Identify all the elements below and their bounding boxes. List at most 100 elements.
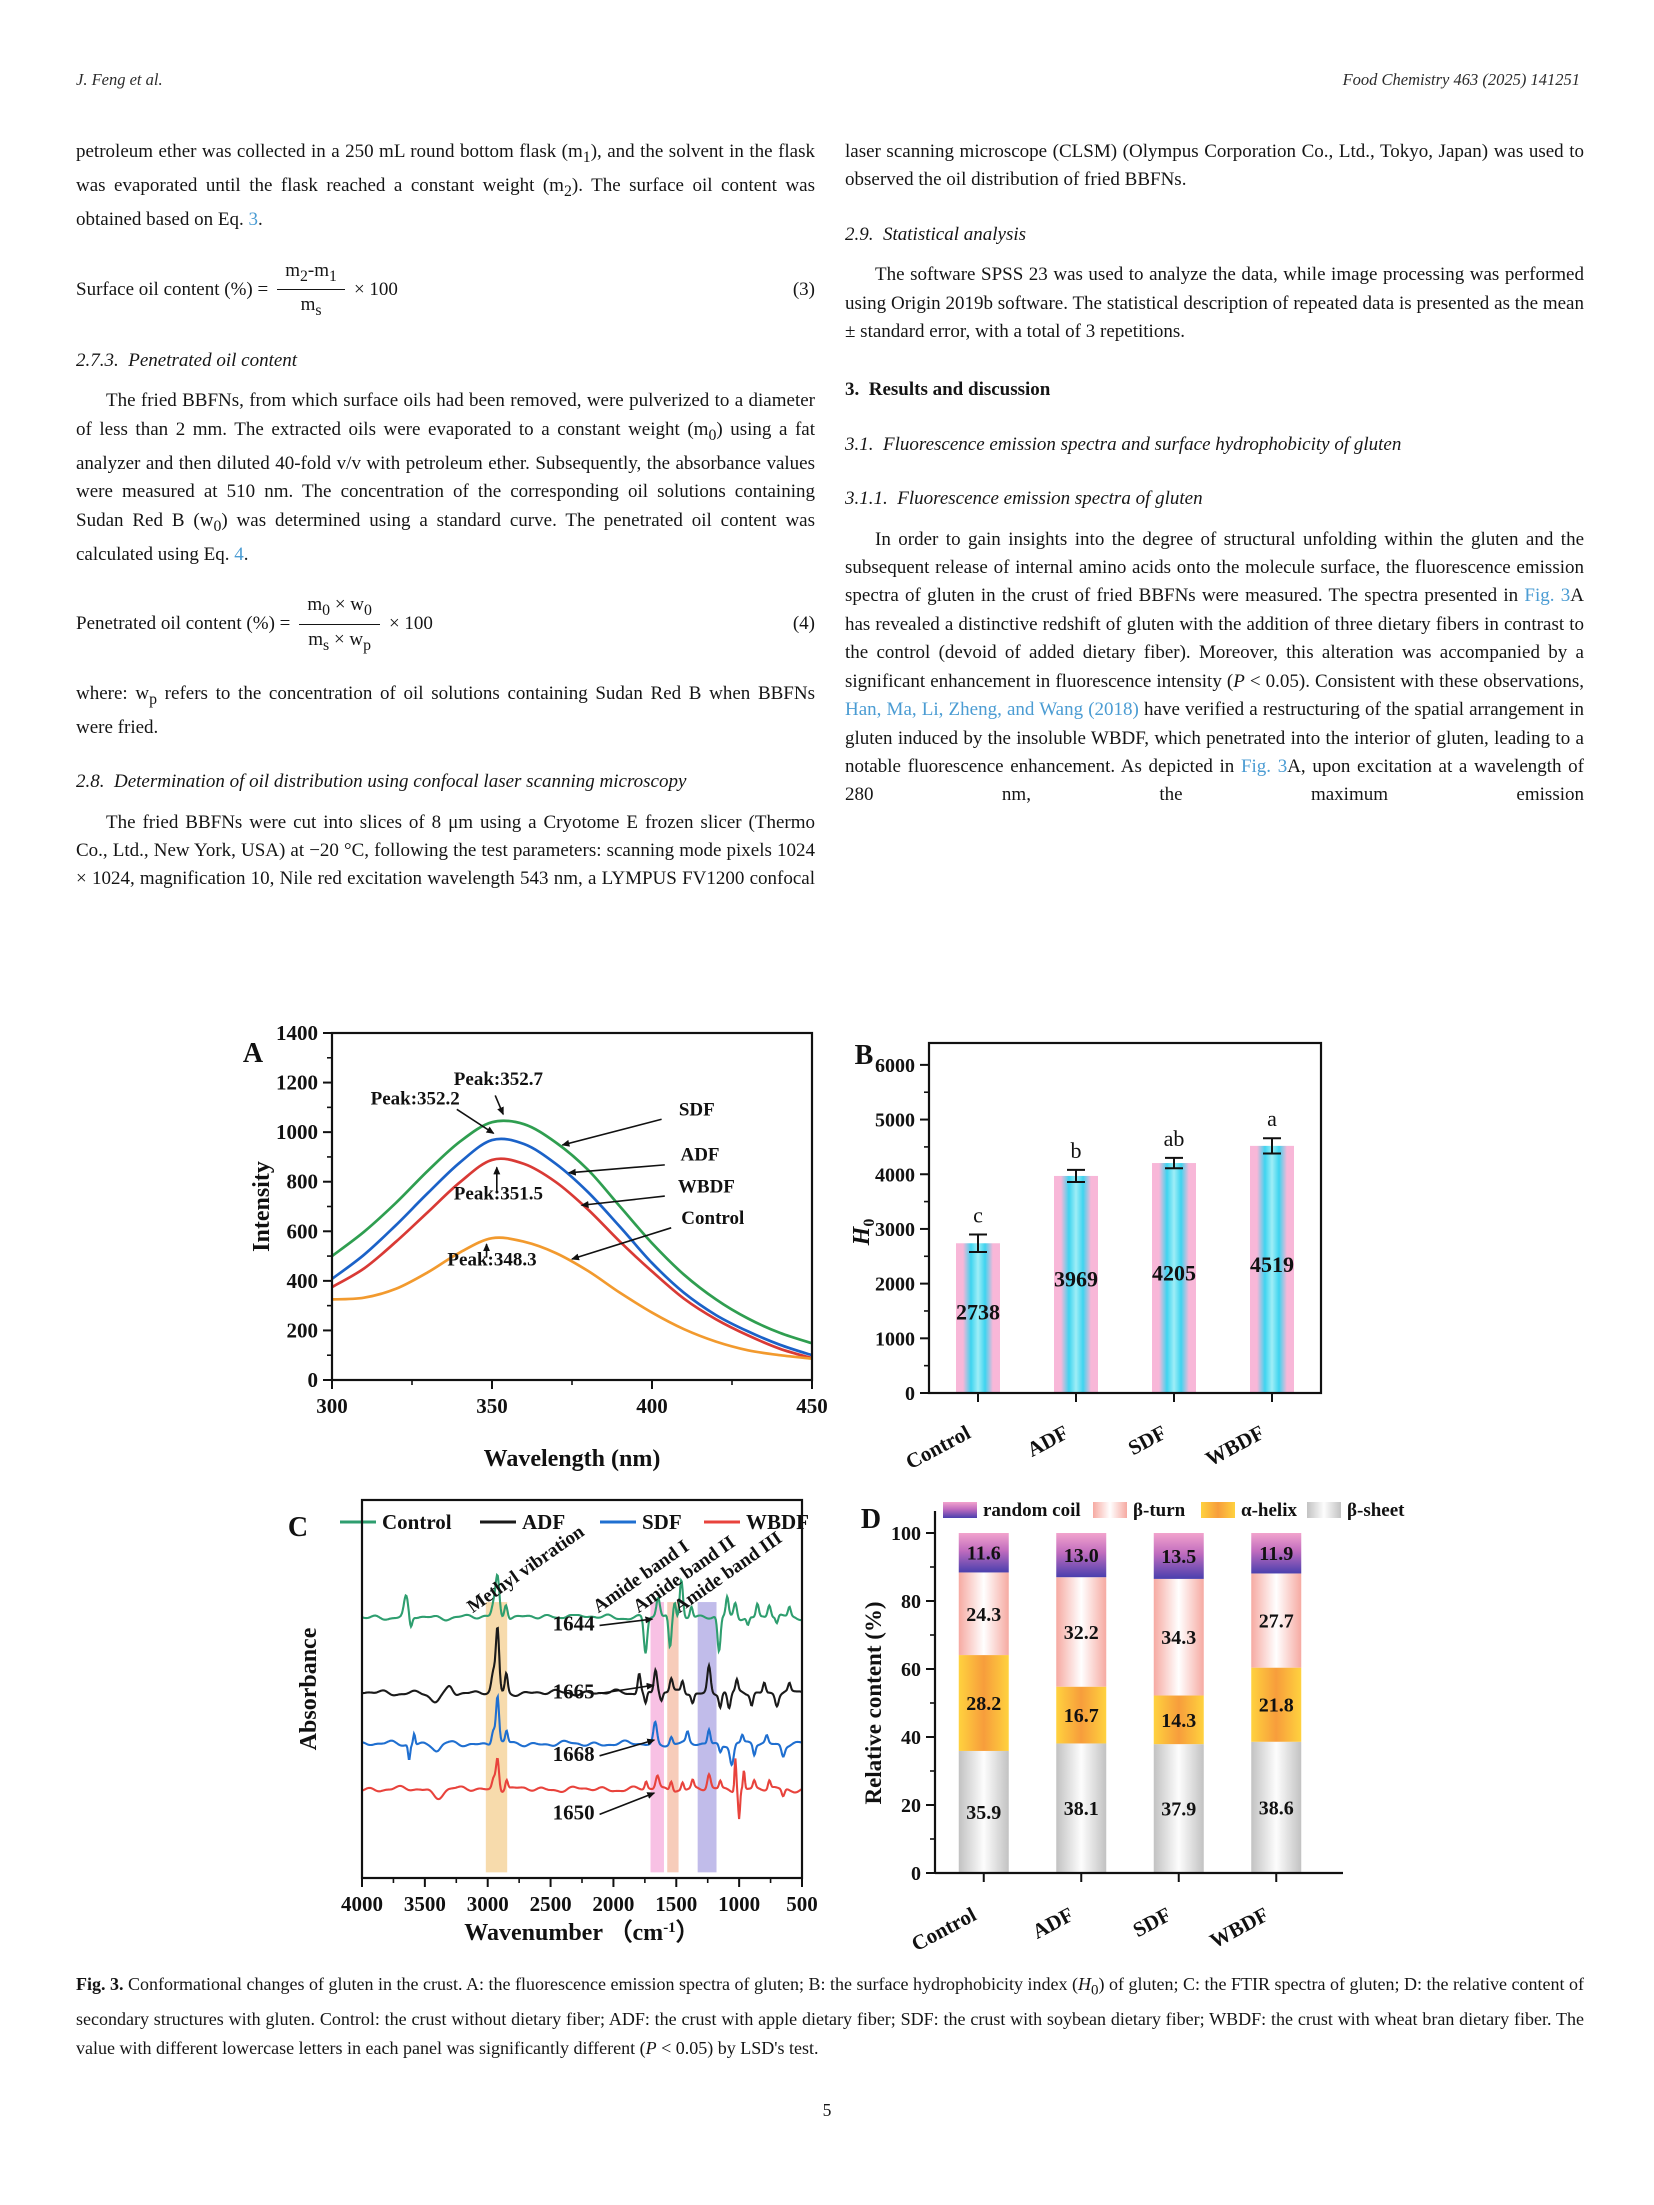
eq4-denominator: ms × wp <box>308 628 372 654</box>
svg-text:1665: 1665 <box>553 1679 595 1703</box>
svg-text:B: B <box>855 1040 874 1071</box>
svg-text:WBDF: WBDF <box>1201 1420 1268 1471</box>
eq4-number: (4) <box>792 613 815 635</box>
svg-text:13.0: 13.0 <box>1064 1545 1099 1567</box>
svg-text:100: 100 <box>891 1523 921 1545</box>
paragraph: The software SPSS 23 was used to analyze… <box>845 264 1584 343</box>
svg-text:0: 0 <box>905 1383 915 1405</box>
svg-text:Peak:352.2: Peak:352.2 <box>371 1088 460 1109</box>
svg-text:A: A <box>243 1038 264 1069</box>
svg-text:ADF: ADF <box>680 1145 719 1166</box>
svg-text:1000: 1000 <box>276 1120 318 1144</box>
equation-4: Penetrated oil content (%) = m0 × w0 ms … <box>76 593 815 655</box>
section-heading-3: 3. Results and discussion <box>845 379 1051 401</box>
svg-text:WBDF: WBDF <box>678 1176 735 1197</box>
svg-text:13.5: 13.5 <box>1161 1546 1196 1568</box>
svg-text:500: 500 <box>786 1892 818 1916</box>
fig3-link[interactable]: Fig. 3 <box>1524 585 1571 607</box>
svg-text:400: 400 <box>287 1269 319 1293</box>
svg-text:32.2: 32.2 <box>1064 1622 1099 1644</box>
svg-text:3000: 3000 <box>875 1219 915 1241</box>
svg-text:ADF: ADF <box>1023 1420 1072 1461</box>
svg-text:Relative content (%): Relative content (%) <box>861 1601 886 1804</box>
svg-text:6000: 6000 <box>875 1055 915 1077</box>
svg-text:21.8: 21.8 <box>1259 1695 1294 1717</box>
svg-text:Control: Control <box>902 1420 975 1474</box>
svg-text:Peak:348.3: Peak:348.3 <box>447 1249 536 1270</box>
svg-text:Peak:351.5: Peak:351.5 <box>454 1184 543 1205</box>
section-heading-3-1: 3.1. Fluorescence emission spectra and s… <box>845 433 1402 455</box>
page-number: 5 <box>822 2100 832 2120</box>
eq3-tail: × 100 <box>353 278 398 300</box>
svg-text:28.2: 28.2 <box>966 1693 1001 1715</box>
svg-text:Intensity: Intensity <box>249 1161 275 1252</box>
svg-text:200: 200 <box>287 1318 319 1342</box>
svg-text:24.3: 24.3 <box>966 1604 1001 1626</box>
running-header: J. Feng et al. Food Chemistry 463 (2025)… <box>76 70 1580 90</box>
svg-text:1000: 1000 <box>875 1328 915 1350</box>
section-heading-2-8: 2.8. Determination of oil distribution u… <box>76 771 687 793</box>
svg-text:38.1: 38.1 <box>1064 1798 1099 1820</box>
figure-caption: Fig. 3. Conformational changes of gluten… <box>76 1974 1584 2058</box>
panel-d-secondary-structure-chart: D 0 20 40 60 80 100 Relative content (%) 35.9 28.… <box>861 1500 1405 1956</box>
paragraph: petroleum ether was collected in a 250 m… <box>76 141 815 231</box>
section-heading-2-9: 2.9. Statistical analysis <box>845 223 1027 245</box>
paragraph: The fried BBFNs, from which surface oils… <box>76 390 815 565</box>
svg-text:11.6: 11.6 <box>967 1543 1001 1565</box>
eq3-denominator: ms <box>300 294 322 320</box>
svg-text:4205: 4205 <box>1152 1260 1196 1285</box>
journal-header: Food Chemistry 463 (2025) 141251 <box>1342 70 1580 89</box>
svg-text:1650: 1650 <box>553 1800 595 1824</box>
svg-text:a: a <box>1267 1106 1277 1131</box>
svg-text:D: D <box>861 1504 881 1535</box>
svg-text:β-sheet: β-sheet <box>1347 1500 1405 1521</box>
svg-text:600: 600 <box>287 1219 319 1243</box>
svg-text:Control: Control <box>681 1208 744 1229</box>
eq3-fraction: m2-m1 ms <box>277 259 345 321</box>
svg-text:3500: 3500 <box>404 1892 446 1916</box>
svg-text:80: 80 <box>901 1591 921 1613</box>
svg-text:Wavenumber （cm-1）: Wavenumber （cm-1） <box>464 1919 699 1946</box>
svg-text:1200: 1200 <box>276 1071 318 1095</box>
svg-text:SDF: SDF <box>1129 1902 1175 1942</box>
svg-text:400: 400 <box>636 1394 668 1418</box>
svg-text:2000: 2000 <box>592 1892 634 1916</box>
svg-text:b: b <box>1071 1138 1082 1163</box>
svg-text:Control: Control <box>382 1510 452 1534</box>
eq4-lhs: Penetrated oil content (%) = <box>76 613 291 635</box>
svg-text:ab: ab <box>1164 1126 1185 1151</box>
section-heading-3-1-1: 3.1.1. Fluorescence emission spectra of … <box>845 488 1203 510</box>
citation-link[interactable]: Han, Ma, Li, Zheng, and Wang (2018) <box>845 699 1139 721</box>
svg-text:300: 300 <box>316 1394 348 1418</box>
svg-text:α-helix: α-helix <box>1241 1500 1297 1521</box>
equation-3: Surface oil content (%) = m2-m1 ms × 100… <box>76 259 815 321</box>
eq3-number: (3) <box>792 278 815 300</box>
eq4-numerator: m0 × w0 <box>299 593 380 625</box>
panel-b-hydrophobicity-chart: B 0 1000 2000 3000 4000 5000 6000 H0 c 2738 Control… <box>849 1040 1323 1474</box>
svg-text:ADF: ADF <box>522 1510 565 1534</box>
svg-text:2500: 2500 <box>530 1892 572 1916</box>
svg-text:3969: 3969 <box>1054 1267 1098 1292</box>
eq4-fraction: m0 × w0 ms × wp <box>299 593 380 655</box>
svg-text:C: C <box>288 1512 308 1543</box>
svg-text:11.9: 11.9 <box>1259 1543 1293 1565</box>
svg-text:1000: 1000 <box>718 1892 760 1916</box>
svg-text:Control: Control <box>907 1902 980 1956</box>
paragraph: laser scanning microscope (CLSM) (Olympu… <box>845 141 1584 191</box>
panel-a-fluorescence-chart: A 300 350 400 450 0 200 400 600 800 1000 1200 1400 Wa… <box>243 1021 827 1472</box>
left-column: petroleum ether was collected in a 250 m… <box>76 138 815 894</box>
svg-text:random coil: random coil <box>983 1500 1081 1521</box>
svg-text:4519: 4519 <box>1250 1252 1294 1277</box>
svg-text:c: c <box>973 1203 983 1228</box>
fig3-link[interactable]: Fig. 3 <box>1240 755 1288 777</box>
svg-text:5000: 5000 <box>875 1110 915 1132</box>
eq4-link[interactable]: 4 <box>234 544 244 565</box>
svg-text:SDF: SDF <box>679 1099 715 1120</box>
eq3-link[interactable]: 3 <box>248 209 259 231</box>
svg-text:350: 350 <box>476 1394 508 1418</box>
svg-text:WBDF: WBDF <box>1206 1902 1273 1953</box>
eq4-tail: × 100 <box>388 613 433 635</box>
svg-text:H0: H0 <box>849 1219 878 1247</box>
svg-text:ADF: ADF <box>1028 1902 1077 1943</box>
